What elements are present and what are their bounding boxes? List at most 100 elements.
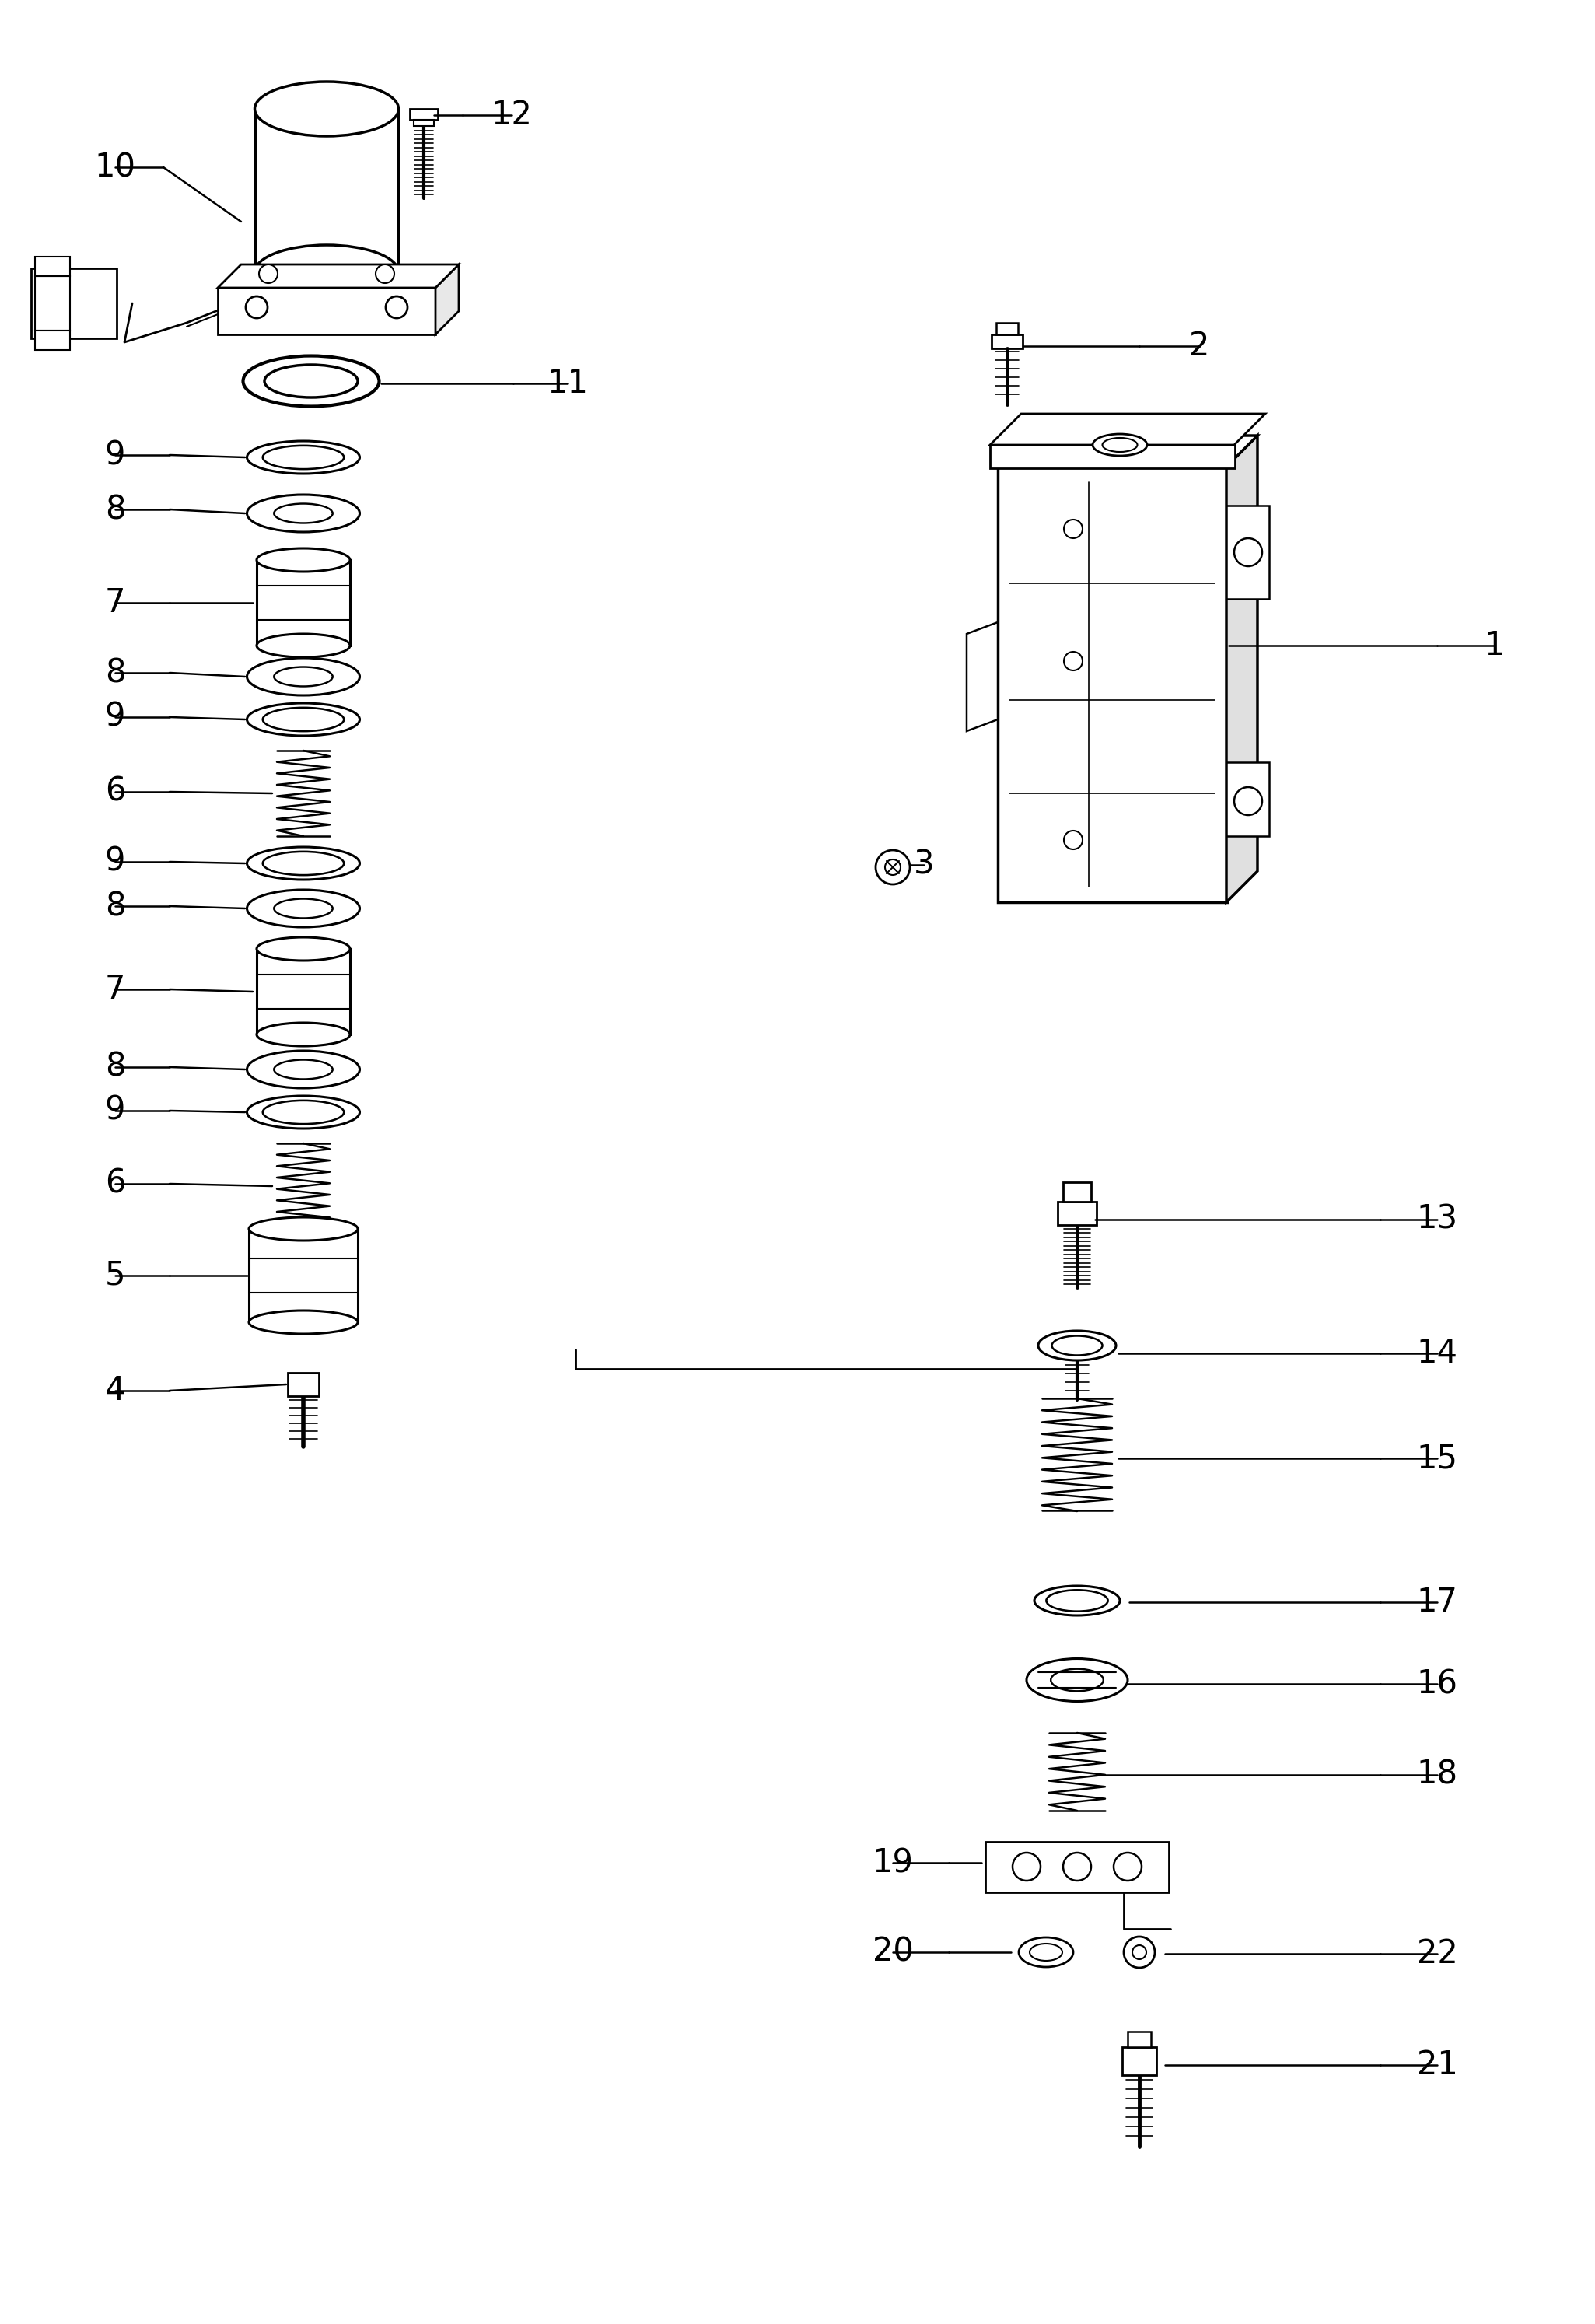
Circle shape bbox=[375, 265, 394, 284]
Ellipse shape bbox=[1027, 1659, 1128, 1701]
Ellipse shape bbox=[257, 937, 349, 960]
Bar bbox=[998, 467, 1227, 902]
Bar bbox=[35, 330, 70, 351]
Polygon shape bbox=[219, 265, 459, 288]
Text: 22: 22 bbox=[1416, 1938, 1458, 1971]
Ellipse shape bbox=[247, 442, 359, 474]
Text: 6: 6 bbox=[105, 776, 126, 809]
Text: 3: 3 bbox=[914, 848, 935, 881]
Bar bbox=[1057, 1202, 1096, 1225]
Ellipse shape bbox=[255, 81, 399, 137]
Circle shape bbox=[1013, 1852, 1040, 1880]
Ellipse shape bbox=[274, 899, 333, 918]
Ellipse shape bbox=[247, 495, 359, 532]
Ellipse shape bbox=[257, 1023, 349, 1046]
Bar bbox=[1123, 2047, 1156, 2075]
Ellipse shape bbox=[257, 548, 349, 572]
Circle shape bbox=[246, 297, 268, 318]
Text: 7: 7 bbox=[105, 586, 126, 618]
Bar bbox=[1064, 1183, 1091, 1202]
Ellipse shape bbox=[1046, 1590, 1109, 1611]
Circle shape bbox=[1132, 1945, 1147, 1959]
Ellipse shape bbox=[1038, 1332, 1116, 1360]
Ellipse shape bbox=[247, 1050, 359, 1088]
Ellipse shape bbox=[1034, 1585, 1120, 1615]
Text: 6: 6 bbox=[105, 1167, 126, 1199]
Bar bbox=[992, 335, 1022, 349]
Circle shape bbox=[1064, 651, 1083, 669]
Bar bbox=[257, 560, 349, 646]
Ellipse shape bbox=[263, 851, 345, 876]
Ellipse shape bbox=[255, 244, 399, 300]
Polygon shape bbox=[1227, 435, 1257, 902]
Circle shape bbox=[876, 851, 909, 885]
Bar bbox=[35, 277, 70, 330]
Ellipse shape bbox=[249, 1218, 357, 1241]
Text: 20: 20 bbox=[872, 1936, 914, 1968]
Polygon shape bbox=[967, 623, 998, 732]
Ellipse shape bbox=[249, 1311, 357, 1334]
Text: 17: 17 bbox=[1416, 1585, 1458, 1618]
Bar bbox=[1227, 507, 1270, 600]
Bar bbox=[997, 323, 1018, 335]
Ellipse shape bbox=[242, 356, 380, 407]
Text: 12: 12 bbox=[491, 100, 533, 132]
Circle shape bbox=[1235, 539, 1262, 567]
Text: 4: 4 bbox=[105, 1373, 126, 1406]
Text: 9: 9 bbox=[105, 439, 126, 472]
Text: 14: 14 bbox=[1416, 1336, 1458, 1369]
Text: 8: 8 bbox=[105, 1050, 126, 1083]
Circle shape bbox=[1064, 521, 1083, 539]
Circle shape bbox=[1113, 1852, 1142, 1880]
Text: 15: 15 bbox=[1416, 1441, 1458, 1476]
Text: 16: 16 bbox=[1416, 1669, 1458, 1701]
Circle shape bbox=[1064, 1852, 1091, 1880]
Ellipse shape bbox=[247, 1097, 359, 1129]
Circle shape bbox=[1235, 788, 1262, 816]
Bar bbox=[287, 1373, 319, 1397]
Ellipse shape bbox=[274, 667, 333, 686]
Ellipse shape bbox=[247, 658, 359, 695]
Ellipse shape bbox=[1051, 1669, 1104, 1692]
Bar bbox=[413, 121, 434, 125]
Bar bbox=[257, 948, 349, 1034]
Text: 10: 10 bbox=[94, 151, 136, 184]
Polygon shape bbox=[998, 435, 1257, 467]
Bar bbox=[32, 267, 116, 339]
Ellipse shape bbox=[257, 634, 349, 658]
Text: 11: 11 bbox=[547, 367, 589, 400]
Bar bbox=[249, 1229, 357, 1322]
Bar bbox=[1227, 762, 1270, 837]
Text: 7: 7 bbox=[105, 974, 126, 1006]
Bar bbox=[990, 444, 1235, 467]
Circle shape bbox=[1124, 1936, 1155, 1968]
Circle shape bbox=[258, 265, 278, 284]
Bar bbox=[219, 288, 435, 335]
Text: 5: 5 bbox=[105, 1260, 126, 1292]
Text: 9: 9 bbox=[105, 702, 126, 734]
Text: 21: 21 bbox=[1416, 2050, 1458, 2082]
Bar bbox=[35, 256, 70, 277]
Text: 2: 2 bbox=[1188, 330, 1209, 363]
Ellipse shape bbox=[265, 365, 357, 397]
Text: 8: 8 bbox=[105, 655, 126, 690]
Ellipse shape bbox=[247, 704, 359, 737]
Text: 9: 9 bbox=[105, 846, 126, 878]
Ellipse shape bbox=[1030, 1943, 1062, 1961]
Polygon shape bbox=[990, 414, 1265, 444]
Ellipse shape bbox=[1051, 1336, 1102, 1355]
Ellipse shape bbox=[1093, 435, 1147, 456]
Text: 18: 18 bbox=[1416, 1759, 1458, 1792]
Ellipse shape bbox=[263, 1102, 345, 1125]
Ellipse shape bbox=[247, 890, 359, 927]
Circle shape bbox=[885, 860, 901, 876]
Ellipse shape bbox=[247, 846, 359, 881]
Text: 8: 8 bbox=[105, 493, 126, 525]
Ellipse shape bbox=[263, 446, 345, 469]
Text: 13: 13 bbox=[1416, 1204, 1458, 1236]
Ellipse shape bbox=[1019, 1938, 1073, 1966]
Ellipse shape bbox=[263, 709, 345, 732]
Text: 8: 8 bbox=[105, 890, 126, 923]
Bar bbox=[410, 109, 439, 121]
Bar bbox=[1128, 2031, 1152, 2047]
